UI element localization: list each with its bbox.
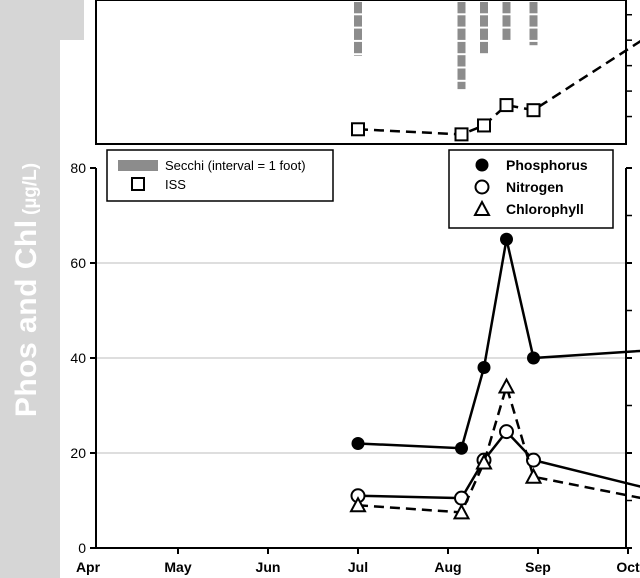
series-layer: [349, 232, 640, 520]
secchi-bar-segment: [502, 28, 511, 40]
legend-nitrogen-marker: [474, 179, 490, 195]
secchi-bar-segment: [480, 2, 488, 14]
secchi-bar-segment: [457, 2, 466, 14]
secchi-bar-segment: [457, 68, 466, 80]
secchi-bar-segment: [457, 55, 466, 67]
y-axis-side-tab: [0, 0, 60, 578]
series-chlorophyll: [349, 377, 640, 520]
x-tick-label: May: [164, 559, 191, 575]
x-tick-label: Jun: [256, 559, 281, 575]
x-tick-label: Apr: [76, 559, 101, 575]
secchi-bar-segment: [529, 2, 538, 14]
secchi-bar-segment: [502, 2, 511, 14]
secchi-bar-segment: [502, 15, 511, 27]
secchi-bars: [354, 2, 538, 90]
secchi-bar-segment: [480, 28, 488, 40]
phosphorus-point: [500, 232, 513, 246]
y-ticks: 0 20 40 60 80: [70, 160, 632, 556]
x-tick-label: Aug: [434, 559, 461, 575]
iss-series: [351, 39, 640, 142]
secchi-bar-segment: [529, 41, 538, 46]
iss-point: [477, 118, 491, 133]
chlorophyll-point: [497, 377, 516, 394]
x-tick-label: Oct: [616, 559, 640, 575]
iss-point: [351, 122, 365, 137]
secchi-bar-segment: [480, 15, 488, 27]
x-tick-label: Sep: [525, 559, 551, 575]
legend-nutrients: Phosphorus Nitrogen Chlorophyll: [448, 149, 614, 229]
chlorophyll-point: [475, 453, 493, 470]
nitrogen-point: [499, 424, 514, 440]
y-tick-label: 20: [70, 445, 86, 461]
chlorophyll-point: [524, 467, 543, 484]
secchi-bar-segment: [354, 15, 362, 27]
legend-nitrogen-label: Nitrogen: [506, 179, 564, 195]
legend-phosphorus-marker: [475, 158, 489, 172]
legend-left-box: [106, 149, 334, 202]
nitrogen-point: [526, 452, 541, 468]
secchi-bar-segment: [457, 41, 466, 54]
phosphorus-point: [527, 351, 540, 365]
chlorophyll-point: [349, 496, 367, 513]
legend-secchi-iss: Secchi (interval = 1 foot) ISS: [106, 149, 334, 202]
x-ticks: Apr May Jun Jul Aug Sep Oct: [76, 548, 640, 575]
phosphorus-point: [351, 437, 365, 450]
secchi-bar-segment: [354, 2, 362, 14]
y-tick-label: 0: [78, 540, 86, 556]
legend-chlorophyll-label: Chlorophyll: [506, 201, 584, 217]
y-axis-side-tab-corner: [0, 0, 84, 40]
secchi-bar-segment: [354, 41, 362, 54]
secchi-bar-segment: [457, 81, 466, 90]
secchi-bar-segment: [529, 28, 538, 40]
y-tick-label: 60: [70, 255, 86, 271]
series-phosphorus: [351, 232, 640, 455]
secchi-bar-segment: [354, 55, 362, 56]
legend-secchi-label: Secchi (interval = 1 foot): [165, 158, 306, 173]
secchi-bar-segment: [480, 41, 488, 54]
iss-point: [454, 127, 469, 142]
chlorophyll-point: [452, 503, 471, 520]
legend-phosphorus-label: Phosphorus: [506, 157, 588, 173]
iss-point: [526, 103, 541, 118]
secchi-bar-segment: [457, 15, 466, 27]
y-tick-label: 80: [70, 160, 86, 176]
legend-chlorophyll-marker: [473, 199, 491, 216]
legend-secchi-swatch: [118, 160, 158, 171]
secchi-bar-segment: [529, 15, 538, 27]
top-right-axis-ticks: [626, 13, 632, 118]
phosphorus-point: [477, 361, 491, 374]
legend-iss-marker: [131, 177, 145, 191]
x-tick-label: Jul: [348, 559, 368, 575]
y-tick-label: 40: [70, 350, 86, 366]
secchi-bar-segment: [457, 28, 466, 40]
phosphorus-point: [455, 441, 468, 455]
secchi-bar-segment: [354, 28, 362, 40]
series-nitrogen: [350, 424, 640, 506]
legend-iss-label: ISS: [165, 177, 186, 192]
iss-point: [499, 98, 514, 113]
